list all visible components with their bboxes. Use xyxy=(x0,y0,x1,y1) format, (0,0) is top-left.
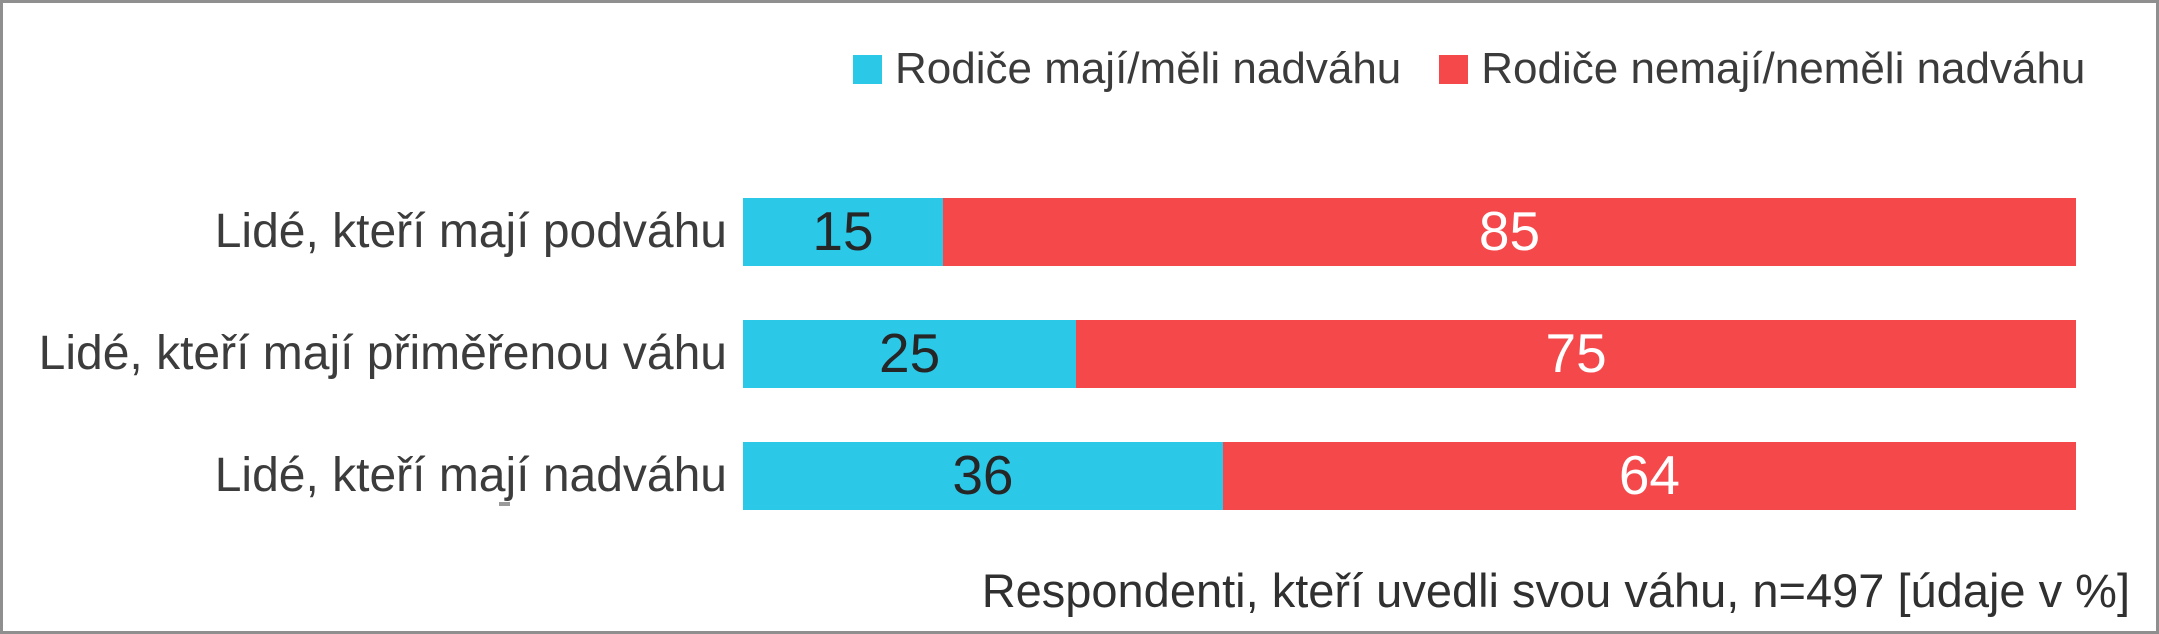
bar-segment-parents-not-overweight: 64 xyxy=(1222,442,2076,510)
bar-segment-parents-not-overweight: 75 xyxy=(1076,320,2076,388)
bar-row-normal-weight: Lidé, kteří mají přiměřenou váhu 25 75 xyxy=(3,320,2076,388)
legend-item-parents-overweight: Rodiče mají/měli nadváhu xyxy=(853,44,1402,93)
legend-swatch-cyan xyxy=(853,54,882,84)
bar-segment-parents-not-overweight: 85 xyxy=(942,198,2076,266)
category-label: Lidé, kteří mají nadváhu xyxy=(214,449,727,502)
category-label: Lidé, kteří mají podváhu xyxy=(214,205,727,258)
stray-tick-mark xyxy=(499,502,510,506)
chart-caption: Respondenti, kteří uvedli svou váhu, n=4… xyxy=(981,564,2130,617)
legend-item-parents-not-overweight: Rodiče nemají/neměli nadváhu xyxy=(1439,44,2086,93)
bar-row-overweight: Lidé, kteří mají nadváhu 36 64 xyxy=(3,442,2076,510)
chart-legend: Rodiče mají/měli nadváhu Rodiče nemají/n… xyxy=(853,44,2086,93)
bar-segment-parents-overweight: 25 xyxy=(743,320,1077,388)
legend-label: Rodiče nemají/neměli nadváhu xyxy=(1481,44,2086,93)
bar-row-underweight: Lidé, kteří mají podváhu 15 85 xyxy=(3,198,2076,266)
bar-segment-parents-overweight: 36 xyxy=(743,442,1223,510)
bar-segment-parents-overweight: 15 xyxy=(743,198,943,266)
stacked-bar: 15 85 xyxy=(743,198,2076,266)
stacked-bar: 25 75 xyxy=(743,320,2076,388)
legend-swatch-red xyxy=(1439,54,1469,84)
category-label: Lidé, kteří mají přiměřenou váhu xyxy=(38,327,727,380)
stacked-bar: 36 64 xyxy=(743,442,2076,510)
legend-label: Rodiče mají/měli nadváhu xyxy=(895,44,1402,93)
